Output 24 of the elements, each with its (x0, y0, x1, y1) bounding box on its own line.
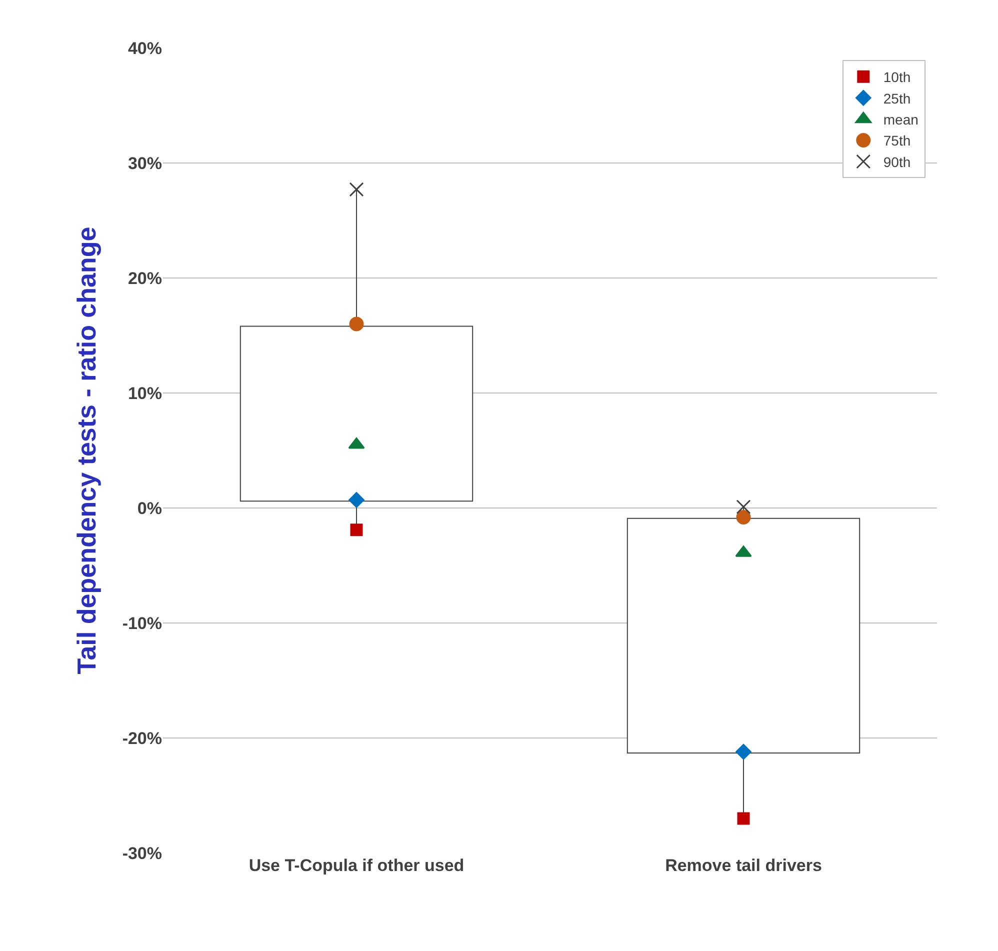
y-tick-label: 10% (128, 384, 162, 403)
point (349, 182, 364, 197)
point (350, 524, 363, 536)
legend-label: 90th (883, 154, 911, 170)
x-tick-label: Use T-Copula if other used (248, 856, 464, 875)
point (736, 510, 751, 524)
x-tick-label: Remove tail drivers (665, 856, 822, 875)
legend-label: mean (883, 112, 918, 128)
point (349, 316, 364, 332)
legend-label: 75th (883, 132, 911, 149)
legend-label: 10th (883, 69, 911, 86)
point (348, 492, 364, 508)
y-tick-label: -30% (122, 844, 162, 863)
y-tick-label: 0% (137, 498, 162, 518)
y-tick-label: 40% (128, 38, 162, 58)
point (737, 812, 750, 825)
y-tick-label: 20% (128, 268, 162, 288)
point (736, 744, 752, 760)
y-axis-title: Tail dependency tests - ratio change (72, 226, 102, 674)
y-tick-label: -20% (122, 728, 162, 748)
point (736, 500, 751, 514)
legend-label: 25th (883, 90, 911, 106)
y-tick-label: -10% (122, 614, 162, 633)
y-tick-label: 30% (128, 154, 162, 173)
